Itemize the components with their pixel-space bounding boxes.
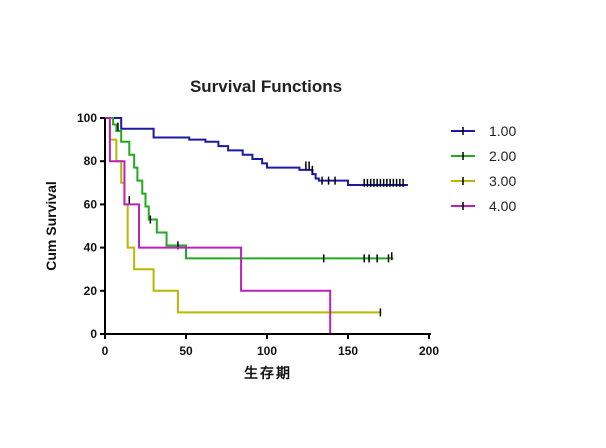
legend-label: 2.00 xyxy=(489,148,516,164)
series-line-4.00 xyxy=(105,117,332,334)
legend-item: 4.00 xyxy=(451,198,516,214)
x-tick-label: 50 xyxy=(179,344,193,358)
legend-label: 4.00 xyxy=(489,198,516,214)
x-tick-label: 150 xyxy=(338,344,358,358)
plot-area xyxy=(105,117,408,334)
x-axis-ticks: 0 50 100 150 200 xyxy=(102,334,439,358)
legend-label: 3.00 xyxy=(489,173,516,189)
series-line-1.00 xyxy=(105,117,408,186)
y-tick-label: 40 xyxy=(84,241,98,255)
chart-title: Survival Functions xyxy=(190,77,342,96)
y-tick-label: 80 xyxy=(84,154,98,168)
x-axis-label: 生存期 xyxy=(244,365,292,381)
legend-label: 1.00 xyxy=(489,123,516,139)
x-tick-label: 0 xyxy=(102,344,109,358)
legend-item: 2.00 xyxy=(451,148,516,164)
y-axis-ticks: 0 20 40 60 80 100 xyxy=(77,111,105,341)
y-axis-label: Cum Survival xyxy=(43,181,59,270)
series-line-2.00 xyxy=(105,117,394,260)
x-tick-label: 200 xyxy=(419,344,439,358)
x-tick-label: 100 xyxy=(257,344,277,358)
series-line-3.00 xyxy=(105,117,381,314)
y-tick-label: 60 xyxy=(84,197,98,211)
y-tick-label: 20 xyxy=(84,284,98,298)
y-tick-label: 0 xyxy=(90,327,97,341)
y-tick-label: 100 xyxy=(77,111,97,125)
legend-item: 1.00 xyxy=(451,123,516,139)
legend-item: 3.00 xyxy=(451,173,516,189)
legend: 1.00 2.00 3.00 4.00 xyxy=(451,123,516,214)
